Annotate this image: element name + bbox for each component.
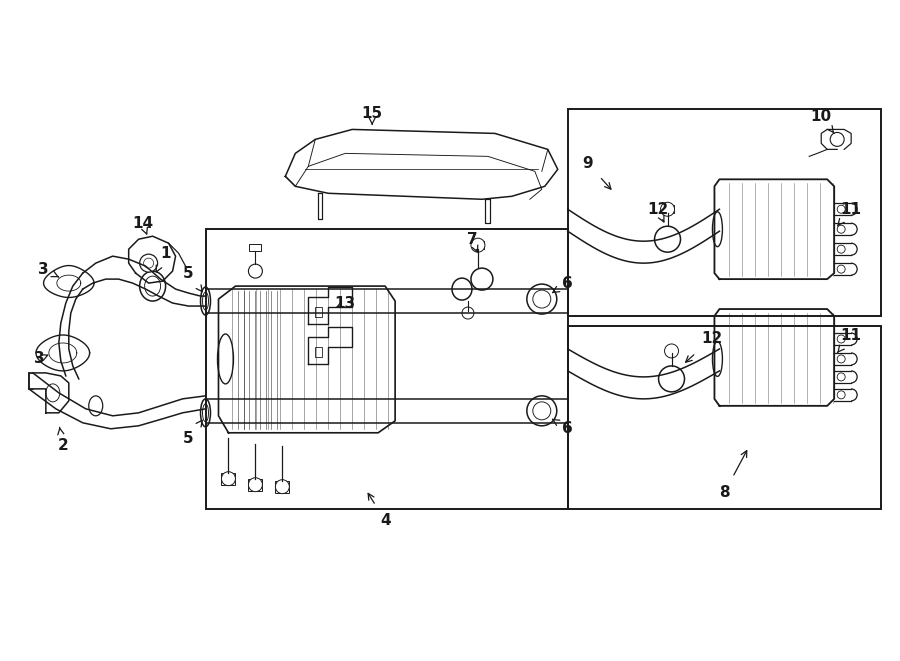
Polygon shape — [315, 307, 322, 317]
Circle shape — [275, 480, 289, 494]
Text: 5: 5 — [184, 420, 202, 446]
Circle shape — [471, 238, 485, 252]
Text: 11: 11 — [837, 329, 861, 353]
Text: 6: 6 — [553, 276, 573, 293]
Circle shape — [462, 307, 474, 319]
Circle shape — [140, 254, 158, 272]
Text: 6: 6 — [553, 419, 573, 436]
Text: 12: 12 — [686, 331, 722, 362]
Circle shape — [221, 472, 236, 486]
Polygon shape — [315, 347, 322, 357]
Text: 11: 11 — [837, 202, 861, 226]
Polygon shape — [472, 241, 484, 249]
Text: 13: 13 — [335, 295, 356, 311]
Text: 15: 15 — [362, 106, 382, 124]
Text: 12: 12 — [647, 202, 668, 222]
Polygon shape — [662, 206, 673, 214]
Polygon shape — [221, 473, 236, 485]
Text: 7: 7 — [466, 232, 478, 252]
Text: 10: 10 — [811, 109, 834, 134]
Polygon shape — [275, 481, 289, 492]
Polygon shape — [248, 479, 263, 490]
Text: 8: 8 — [719, 451, 747, 500]
Text: 1: 1 — [157, 246, 171, 272]
Text: 5: 5 — [184, 266, 202, 292]
Text: 3: 3 — [33, 352, 48, 366]
Text: 2: 2 — [58, 427, 68, 453]
Text: 3: 3 — [38, 262, 58, 277]
Text: 4: 4 — [368, 493, 391, 528]
Text: 14: 14 — [132, 215, 153, 234]
Polygon shape — [249, 244, 261, 251]
Circle shape — [664, 344, 679, 358]
Text: 9: 9 — [582, 156, 611, 189]
Circle shape — [661, 202, 674, 216]
Circle shape — [248, 478, 263, 492]
